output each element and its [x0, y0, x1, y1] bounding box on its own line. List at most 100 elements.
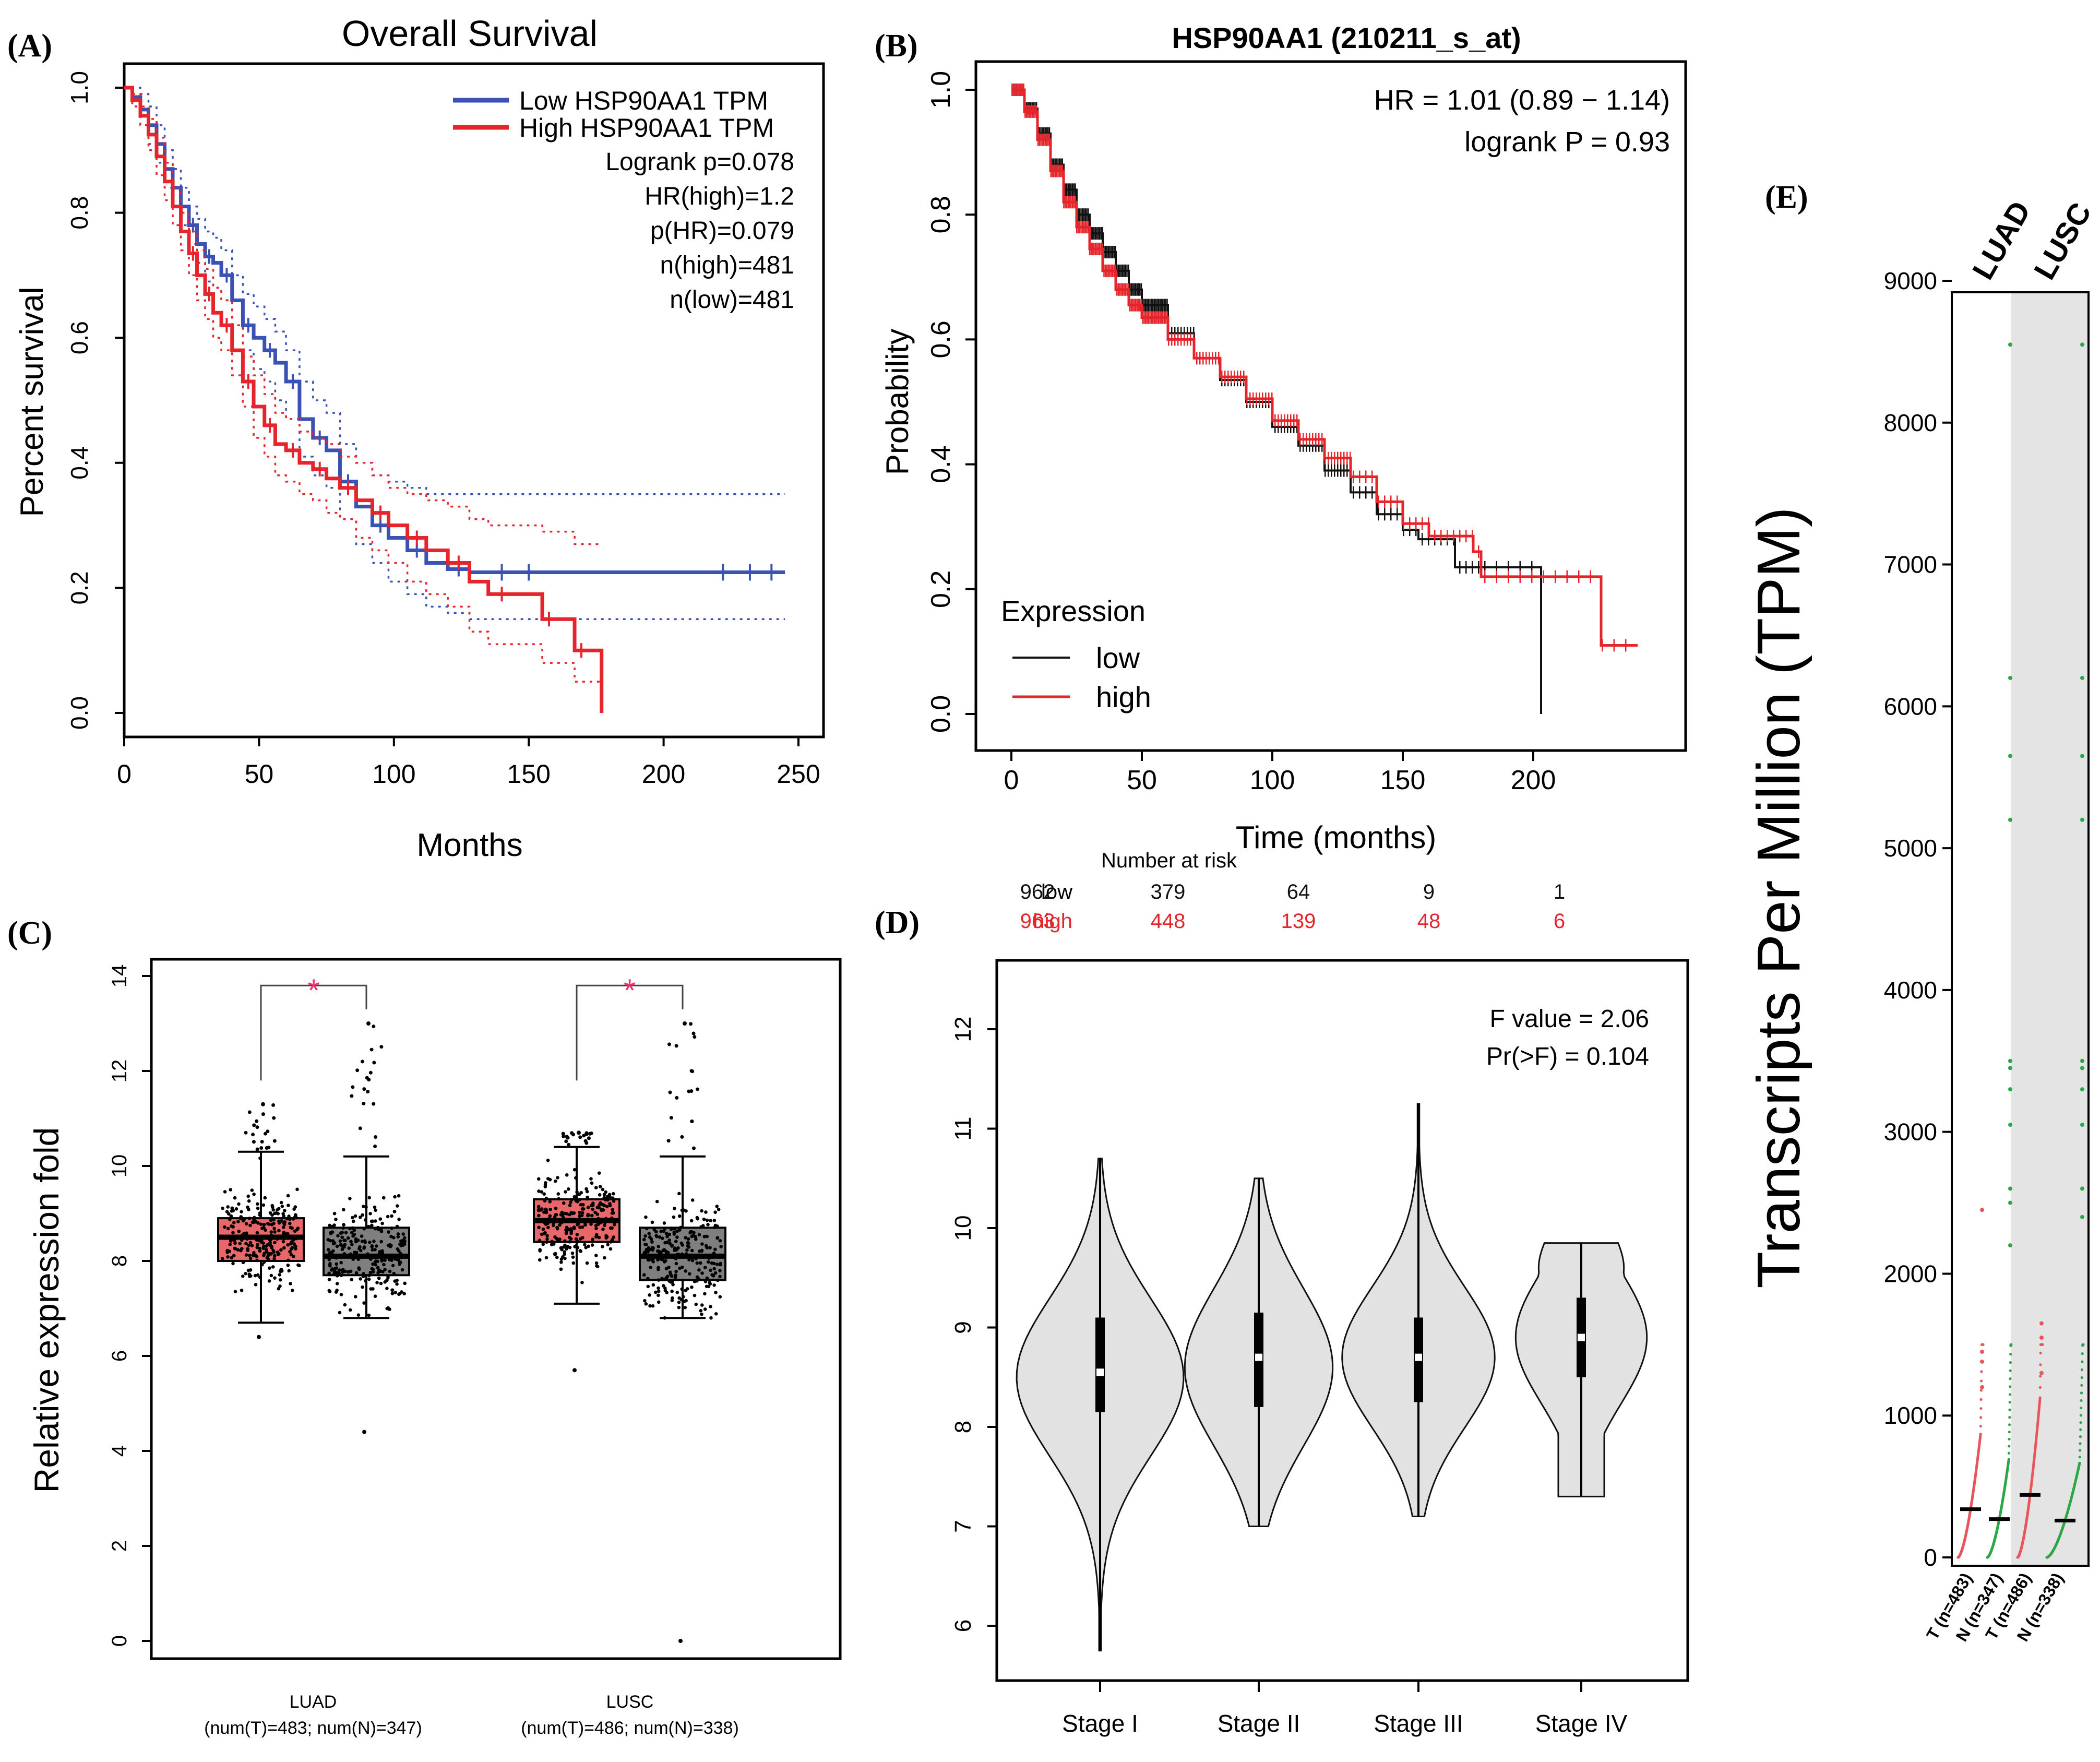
tpm-point — [2008, 1437, 2011, 1441]
outlier-point — [588, 1132, 592, 1136]
jitter-point — [562, 1245, 566, 1249]
jitter-point — [655, 1199, 659, 1204]
jitter-point — [575, 1190, 579, 1194]
jitter-point — [268, 1241, 272, 1245]
jitter-point — [603, 1256, 606, 1260]
jitter-point — [383, 1280, 387, 1284]
ci-upper-high — [124, 87, 602, 545]
jitter-point — [559, 1267, 563, 1271]
jitter-point — [698, 1261, 702, 1265]
legend-label-low: low — [1096, 641, 1140, 674]
jitter-point — [401, 1232, 405, 1236]
jitter-point — [390, 1291, 395, 1295]
jitter-point — [684, 1269, 688, 1273]
tpm-point — [2008, 1416, 2011, 1419]
jitter-point — [611, 1239, 614, 1243]
panel-b-x-axis-label: Time (months) — [1236, 820, 1437, 855]
jitter-point — [598, 1185, 602, 1188]
jitter-point — [712, 1218, 717, 1222]
jitter-point — [363, 1218, 367, 1222]
outlier-point — [582, 1134, 586, 1138]
jitter-point — [677, 1214, 682, 1218]
jitter-point — [262, 1222, 266, 1227]
jitter-point — [385, 1287, 389, 1291]
jitter-point — [554, 1206, 558, 1210]
outlier-point — [351, 1085, 355, 1089]
jitter-point — [386, 1274, 390, 1278]
jitter-point — [289, 1225, 293, 1230]
jitter-point — [702, 1217, 706, 1221]
jitter-point — [594, 1227, 598, 1231]
jitter-point — [569, 1200, 572, 1204]
panel-c-plot-frame — [150, 958, 842, 1660]
jitter-point — [289, 1282, 292, 1285]
jitter-point — [697, 1268, 701, 1272]
tpm-extreme-point — [2080, 1215, 2084, 1219]
jitter-point — [650, 1220, 654, 1224]
jitter-point — [403, 1240, 407, 1243]
y-tick-label-14: 14 — [108, 965, 131, 988]
jitter-point — [226, 1227, 230, 1231]
jitter-point — [684, 1289, 688, 1292]
jitter-point — [258, 1156, 262, 1160]
jitter-point — [712, 1267, 717, 1271]
jitter-point — [361, 1275, 365, 1278]
jitter-point — [340, 1247, 344, 1252]
outlier-point — [584, 1141, 589, 1145]
jitter-point — [677, 1296, 681, 1300]
jitter-point — [585, 1189, 589, 1194]
jitter-point — [657, 1293, 660, 1297]
y-tick-label-5000: 5000 — [1884, 835, 1937, 862]
jitter-point — [273, 1241, 277, 1245]
jitter-point — [699, 1225, 703, 1229]
tpm-point — [2079, 1428, 2082, 1431]
tpm-point — [1979, 1424, 1983, 1428]
jitter-point — [574, 1244, 578, 1248]
jitter-point — [282, 1246, 286, 1250]
jitter-point — [397, 1217, 401, 1221]
jitter-point — [377, 1276, 381, 1280]
jitter-point — [612, 1235, 616, 1239]
jitter-point — [643, 1251, 648, 1255]
jitter-point — [350, 1278, 353, 1281]
jitter-point — [668, 1270, 672, 1275]
jitter-point — [663, 1241, 667, 1245]
jitter-point — [602, 1193, 606, 1197]
jitter-point — [602, 1204, 606, 1207]
jitter-point — [693, 1293, 697, 1297]
jitter-point — [675, 1229, 679, 1233]
outlier-point — [260, 1140, 264, 1144]
tpm-extreme-point — [2080, 817, 2084, 822]
jitter-point — [255, 1258, 259, 1263]
jitter-point — [269, 1230, 273, 1234]
jitter-point — [555, 1255, 559, 1259]
jitter-point — [613, 1222, 616, 1227]
jitter-point — [363, 1239, 367, 1243]
jitter-point — [402, 1292, 406, 1296]
panel-a-legend: Low HSP90AA1 TPM High HSP90AA1 TPM — [453, 86, 774, 142]
jitter-point — [598, 1193, 602, 1197]
jitter-point — [388, 1269, 392, 1273]
jitter-point — [537, 1225, 541, 1230]
jitter-point — [663, 1227, 667, 1231]
y-tick-label-4: 4 — [108, 1445, 131, 1457]
y-tick-label-0.4: 0.4 — [926, 445, 956, 483]
jitter-point — [594, 1254, 598, 1257]
y-tick-label-12: 12 — [108, 1059, 131, 1083]
jitter-point — [244, 1271, 248, 1276]
jitter-point — [704, 1244, 708, 1248]
jitter-point — [586, 1213, 590, 1218]
jitter-point — [649, 1266, 653, 1269]
survival-curve-high — [124, 86, 604, 713]
jitter-point — [241, 1219, 245, 1223]
jitter-point — [381, 1196, 386, 1200]
jitter-point — [390, 1226, 394, 1230]
y-tick-label-0.6: 0.6 — [926, 320, 956, 358]
jitter-point — [375, 1281, 379, 1284]
jitter-point — [327, 1271, 331, 1276]
y-tick-label-1.0: 1.0 — [66, 71, 93, 104]
outlier-point — [674, 1044, 678, 1048]
jitter-point — [261, 1241, 265, 1245]
jitter-point — [719, 1263, 722, 1267]
jitter-point — [342, 1239, 346, 1242]
